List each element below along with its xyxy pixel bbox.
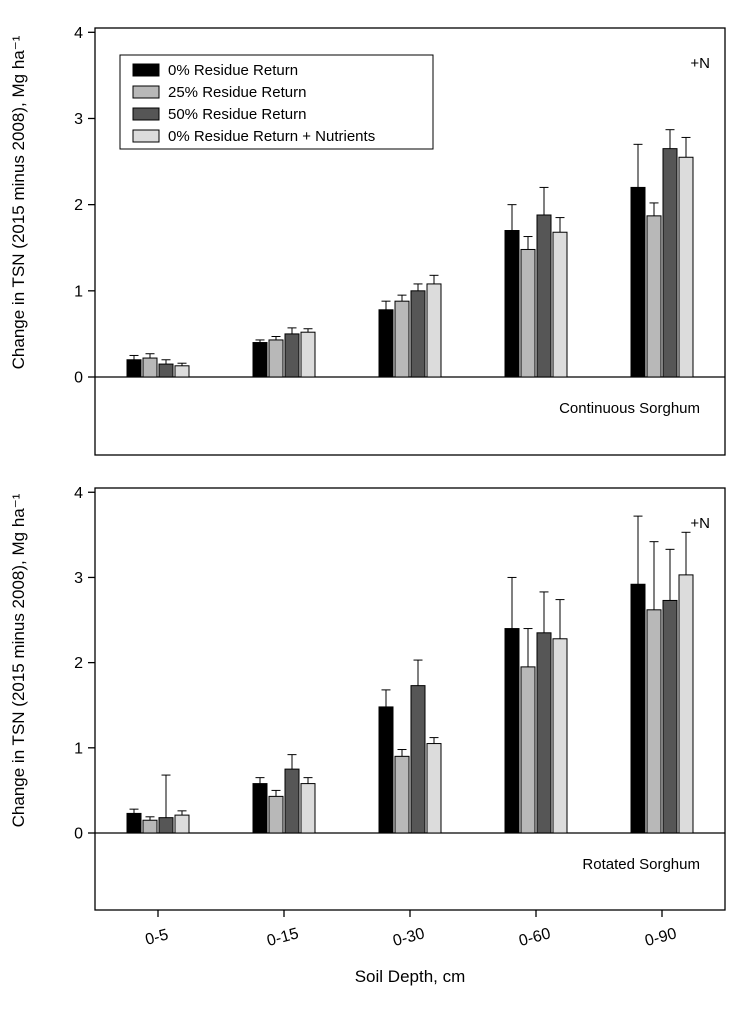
bar [268,339,284,378]
nitrogen-annotation: +N [690,55,710,72]
legend-label: 50% Residue Return [168,106,306,123]
legend: 0% Residue Return 25% Residue Return 50% R… [119,54,434,150]
bar [126,359,142,378]
x-tick-label: 0-90 [643,925,678,950]
y-tick-label: 4 [74,25,83,42]
legend-swatch [132,129,160,143]
legend-swatch [132,63,160,77]
bar [646,609,662,834]
y-tick-label: 0 [74,370,83,387]
bar [678,156,694,378]
bar [552,638,568,834]
bar [252,783,268,834]
bar [662,599,678,834]
y-tick-label: 2 [74,655,83,672]
bar [142,357,158,378]
x-tick-label: 0-60 [517,925,552,950]
bar [520,666,536,834]
legend-label: 0% Residue Return [168,62,298,79]
legend-label: 25% Residue Return [168,84,306,101]
y-axis-title: Change in TSN (2015 minus 2008), Mg ha⁻¹ [9,493,28,827]
legend-swatch [132,85,160,99]
bar [378,309,394,378]
bar [410,290,426,378]
bar [646,215,662,378]
panel-continuous-sorghum: 0 1 2 3 4 Continuous Sorghum +N Change in TSN (… [9,25,726,456]
bar [504,230,520,378]
bar [378,706,394,834]
y-tick-label: 2 [74,197,83,214]
x-axis-title: Soil Depth, cm [355,967,466,986]
bar [552,231,568,378]
bar [662,148,678,378]
x-tick-label: 0-30 [391,925,426,950]
bar [158,817,174,834]
bar [536,632,552,834]
bar [300,331,316,378]
y-tick-label: 3 [74,570,83,587]
bar [630,583,646,834]
bar [678,574,694,834]
bar [174,365,190,378]
bar [394,300,410,378]
y-axis-title: Change in TSN (2015 minus 2008), Mg ha⁻¹ [9,35,28,369]
panel-label: Continuous Sorghum [559,400,700,417]
bar [426,283,442,378]
panel-label: Rotated Sorghum [582,856,700,873]
bar [252,342,268,378]
bar [158,363,174,378]
y-tick-label: 1 [74,283,83,300]
x-tick-label: 0-5 [143,926,170,948]
bar [284,333,300,378]
y-tick-label: 1 [74,740,83,757]
legend-label: 0% Residue Return + Nutrients [168,128,375,145]
bar [426,743,442,834]
legend-box [119,54,434,150]
bar [520,248,536,378]
y-tick-label: 4 [74,485,83,502]
plot-box [94,27,726,456]
bar [536,214,552,378]
bar [504,628,520,834]
legend-swatch [132,107,160,121]
y-tick-label: 3 [74,111,83,128]
bar [394,755,410,834]
bar [630,186,646,378]
bar [126,812,142,834]
nitrogen-annotation: +N [690,515,710,532]
panel-rotated-sorghum: 0 1 2 3 4 0-5 0-15 0-30 0-60 0-90 Rotated Sorghum +… [9,485,726,950]
bar [284,768,300,834]
bar [142,819,158,834]
y-tick-label: 0 [74,826,83,843]
bar [410,685,426,834]
bar [174,814,190,834]
x-tick-label: 0-15 [265,925,300,950]
bar [300,783,316,834]
bar [268,795,284,834]
